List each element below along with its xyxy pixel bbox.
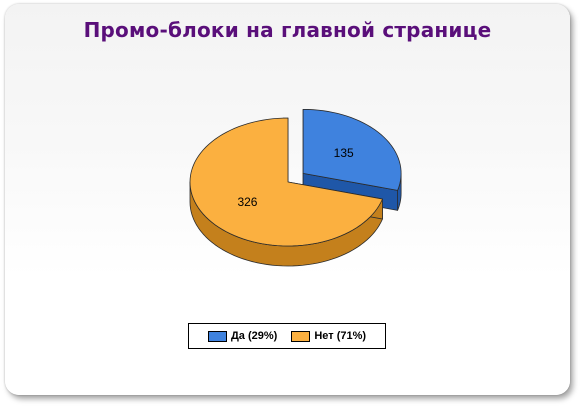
pie-chart: 135 326: [189, 108, 402, 267]
chart-panel: Промо-блоки на главной странице 135 326 Д…: [5, 4, 570, 395]
pie-slice-0: [302, 108, 402, 191]
chart-title: Промо-блоки на главной странице: [83, 18, 492, 42]
legend-swatch-da: [207, 330, 227, 342]
chart-legend: Да (29%) Нет (71%): [188, 323, 386, 349]
legend-item-da: Да (29%): [207, 330, 278, 342]
legend-label-net: Нет (71%): [314, 330, 367, 342]
data-label-0: 135: [334, 146, 354, 160]
legend-label-da: Да (29%): [230, 330, 278, 342]
data-label-1: 326: [237, 195, 257, 209]
pie-slice-1: [189, 117, 383, 247]
legend-swatch-net: [291, 330, 311, 342]
legend-item-net: Нет (71%): [291, 330, 366, 342]
